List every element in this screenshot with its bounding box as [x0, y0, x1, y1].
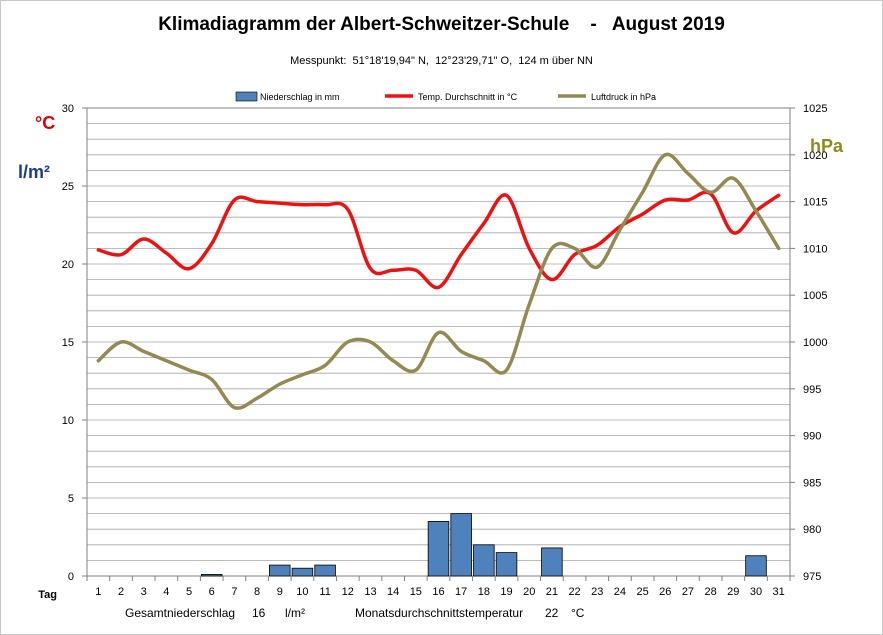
x-tick-label: 12 — [342, 586, 354, 598]
x-tick-label: 11 — [319, 586, 330, 598]
rain-total-unit: l/m² — [285, 606, 305, 620]
x-axis-label: Tag — [38, 589, 57, 601]
left-tick-label: 20 — [62, 259, 74, 271]
rain-bar — [473, 544, 495, 577]
left-tick-label: 30 — [62, 103, 74, 115]
x-tick-label: 28 — [705, 586, 717, 598]
left-tick-label: 10 — [62, 415, 74, 427]
x-tick-label: 29 — [727, 586, 739, 598]
rain-bar — [200, 574, 223, 577]
temp-average-value: 22 — [545, 606, 559, 620]
right-tick-label: 1020 — [803, 150, 827, 162]
rain-bar — [450, 513, 472, 577]
rain-bar — [541, 547, 563, 577]
rain-bar — [427, 521, 450, 577]
pressure-line — [96, 152, 781, 410]
x-tick-label: 17 — [455, 586, 467, 598]
x-tick-label: 14 — [387, 586, 399, 598]
x-tick-label: 2 — [118, 586, 124, 598]
temp-average-label: Monatsdurchschnittstemperatur — [355, 606, 524, 620]
x-tick-label: 25 — [636, 586, 648, 598]
pressure-unit-label: hPa — [810, 136, 844, 156]
right-tick-label: 980 — [803, 524, 821, 536]
left-tick-label: 25 — [62, 181, 74, 193]
x-tick-label: 7 — [231, 586, 237, 598]
temp-unit-label: °C — [35, 113, 56, 133]
right-tick-label: 990 — [803, 431, 821, 443]
chart-subtitle: Messpunkt: 51°18'19,94" N, 12°23'29,71" … — [290, 55, 593, 67]
temperature-line — [96, 190, 781, 290]
x-tick-label: 24 — [614, 586, 626, 598]
x-tick-label: 5 — [186, 586, 192, 598]
left-tick-label: 15 — [62, 337, 74, 349]
x-tick-label: 19 — [500, 586, 512, 598]
legend-label: Niederschlag in mm — [260, 92, 340, 102]
legend-label: Temp. Durchschnitt in °C — [418, 92, 518, 102]
rain-bar — [291, 567, 314, 577]
right-tick-label: 1015 — [803, 197, 827, 209]
x-tick-label: 9 — [277, 586, 283, 598]
right-tick-label: 975 — [803, 571, 821, 583]
right-tick-label: 1000 — [803, 337, 827, 349]
rain-bar — [745, 555, 767, 577]
x-tick-label: 27 — [682, 586, 694, 598]
x-tick-label: 8 — [254, 586, 260, 598]
rain-bar — [314, 564, 336, 577]
x-tick-label: 10 — [296, 586, 308, 598]
rain-bar — [495, 552, 518, 577]
rain-total-label: Gesamtniederschlag — [125, 606, 236, 620]
x-tick-label: 22 — [568, 586, 580, 598]
x-tick-label: 1 — [95, 586, 101, 598]
x-tick-label: 4 — [163, 586, 169, 598]
rain-unit-label: l/m² — [18, 162, 51, 182]
x-tick-label: 16 — [432, 586, 444, 598]
x-tick-label: 30 — [750, 586, 762, 598]
x-tick-label: 31 — [773, 586, 785, 598]
x-tick-label: 13 — [364, 586, 376, 598]
rain-bar — [269, 564, 291, 577]
temp-average-unit: °C — [571, 606, 585, 620]
right-tick-label: 1025 — [803, 103, 827, 115]
right-tick-label: 985 — [803, 477, 821, 489]
rain-total-value: 16 — [252, 606, 266, 620]
x-tick-label: 18 — [478, 586, 490, 598]
right-tick-label: 1005 — [803, 290, 827, 302]
x-tick-label: 23 — [591, 586, 603, 598]
x-tick-label: 3 — [141, 586, 147, 598]
x-tick-label: 21 — [546, 586, 558, 598]
x-tick-label: 15 — [410, 586, 422, 598]
x-tick-label: 6 — [209, 586, 215, 598]
chart-title: Klimadiagramm der Albert-Schweitzer-Schu… — [158, 14, 725, 35]
left-tick-label: 0 — [68, 571, 74, 583]
legend-label: Luftdruck in hPa — [591, 92, 656, 102]
x-tick-label: 20 — [523, 586, 535, 598]
right-tick-label: 1010 — [803, 243, 827, 255]
x-tick-label: 26 — [659, 586, 671, 598]
left-tick-label: 5 — [68, 493, 74, 505]
legend-swatch — [235, 91, 258, 102]
right-tick-label: 995 — [803, 384, 821, 396]
